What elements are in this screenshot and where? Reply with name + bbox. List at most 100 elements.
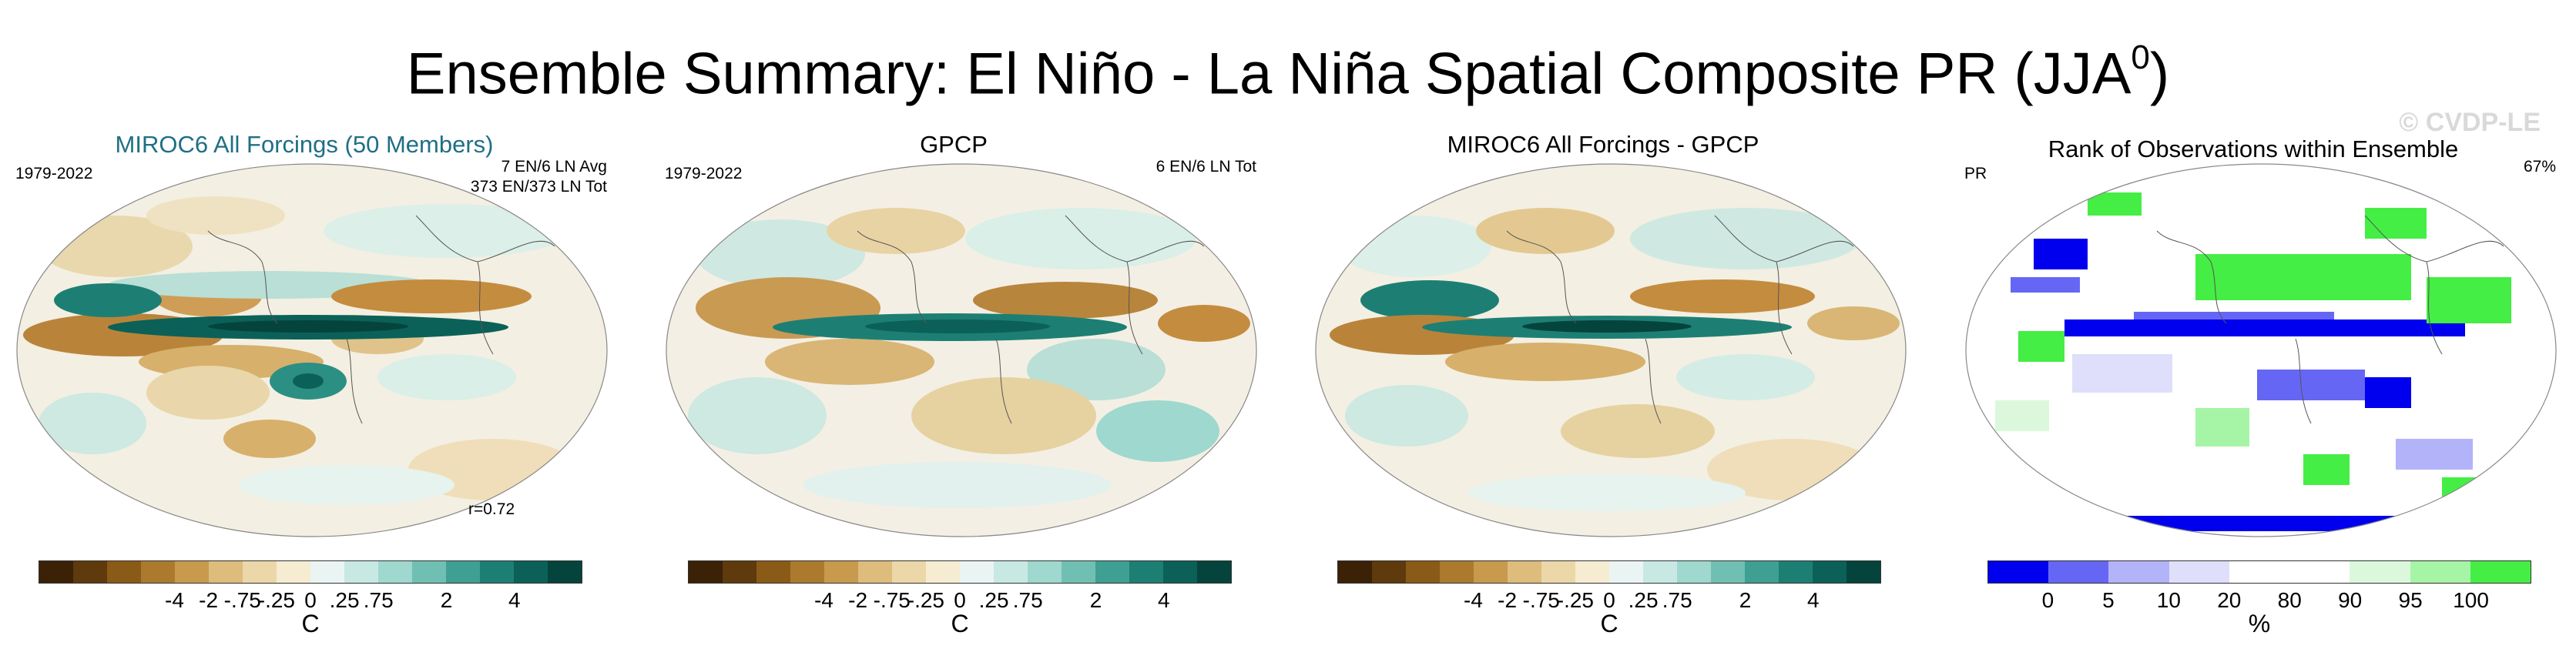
colorbar-swatch [1575,561,1609,583]
colorbar-swatch [2350,561,2410,583]
colorbar-swatch [2410,561,2470,583]
colorbar [1987,560,2531,584]
colorbar-swatch [858,561,892,583]
colorbar-tick-label: -2 [199,588,219,612]
colorbar-swatch [1508,561,1541,583]
colorbar-swatch [1129,561,1163,583]
panel-rank: Rank of Observations within Ensemble [1949,123,2558,647]
colorbar-tick-label: .25 [329,588,360,612]
colorbar-swatch [1028,561,1062,583]
colorbar-swatch [39,561,73,583]
map-rank [1965,163,2557,537]
colorbar-swatch [1197,561,1231,583]
colorbar-tick-label: 0 [2041,588,2054,612]
colorbar-swatch [1779,561,1813,583]
colorbar-tick-label: 5 [2102,588,2115,612]
colorbar-swatch [1163,561,1197,583]
colorbar-swatch [243,561,277,583]
colorbar-swatch [1541,561,1575,583]
colorbar-swatch [2048,561,2109,583]
colorbar-swatch [1745,561,1779,583]
colorbar-tick-label: -2 [848,588,868,612]
colorbar-ticks: -4 -2 -.75 -.25 0 .25.75 2 4 [1337,588,1881,616]
colorbar-swatch [1440,561,1474,583]
map-obs [666,163,1257,537]
colorbar-swatch [2289,561,2350,583]
colorbar-tick-label: .25 [1628,588,1659,612]
colorbar-swatch [2108,561,2169,583]
colorbar-tick-label: -.25 [907,588,944,612]
colorbar-tick-label: 20 [2217,588,2242,612]
avg-label: 7 EN/6 LN Avg [501,158,607,176]
colorbar-swatch [514,561,548,583]
colorbar-swatch [1988,561,2049,583]
colorbar-swatch [1372,561,1406,583]
percent-value: 67% [2523,158,2556,176]
colorbar-swatch [73,561,107,583]
colorbar-tick-label: 80 [2277,588,2302,612]
colorbar-swatch [378,561,412,583]
panel-title: Rank of Observations within Ensemble [2048,135,2459,162]
colorbar-swatch [2168,561,2229,583]
colorbar-tick-label: 10 [2156,588,2181,612]
colorbar-ticks: 0 5 10 20 80 90 95 100 [1987,588,2531,616]
colorbar-swatch [892,561,926,583]
colorbar [39,560,582,584]
colorbar-swatch [2470,561,2531,583]
colorbar-swatch [107,561,141,583]
colorbar-swatch [141,561,175,583]
colorbar-unit: C [951,610,969,637]
tot-label: 373 EN/373 LN Tot [470,178,607,196]
colorbar-swatch [175,561,209,583]
colorbar-swatch [1406,561,1440,583]
colorbar-swatch [209,561,243,583]
colorbar-tick-label: -4 [165,588,184,612]
colorbar-tick-label: .75 [1662,588,1692,612]
colorbar-tick-label: 0 [304,588,317,612]
colorbar-tick-label: -.25 [257,588,295,612]
colorbar-tick-label: .75 [363,588,394,612]
ensemble-counts: 6 EN/6 LN Tot [1156,157,1256,177]
period-label: 1979-2022 [665,165,743,182]
colorbar-tick-label: -4 [814,588,834,612]
colorbar-tick-label: -.25 [1556,588,1594,612]
colorbar-tick-label: -.75 [873,588,911,612]
colorbar-swatch [960,561,994,583]
period-label: 1979-2022 [15,165,93,182]
panel-difference: MIROC6 All Forcings - GPCP -4 -2 -.75 -.25 0… [1299,123,1907,647]
colorbar-swatch [1609,561,1643,583]
colorbar-swatch [480,561,514,583]
colorbar-swatch [1677,561,1711,583]
colorbar-swatch [1062,561,1095,583]
colorbar-tick-label: .25 [978,588,1009,612]
colorbar-swatch [344,561,378,583]
colorbar-swatch [446,561,480,583]
colorbar-ticks: -4 -2 -.75 -.25 0 .25.75 2 4 [688,588,1232,616]
panel-title: MIROC6 All Forcings (50 Members) [115,131,494,158]
colorbar [688,560,1232,584]
colorbar-tick-label: 2 [1739,588,1752,612]
panel-title: MIROC6 All Forcings - GPCP [1447,131,1759,158]
panel-model: MIROC6 All Forcings (50 Members) [0,123,609,647]
colorbar-tick-label: -.75 [223,588,261,612]
colorbar-tick-label: 0 [1603,588,1615,612]
colorbar-swatch [2229,561,2290,583]
correlation-label: r=0.72 [468,500,515,518]
colorbar-tick-label: 90 [2338,588,2363,612]
colorbar-swatch [412,561,446,583]
colorbar-swatch [689,561,723,583]
map-difference [1315,163,1907,537]
ensemble-counts: 7 EN/6 LN Avg 373 EN/373 LN Tot [471,157,607,197]
panel-obs: GPCP 1979-2022 6 EN/6 LN Tot -4 -2 -.75 -.2… [649,123,1258,647]
colorbar-swatch [1338,561,1372,583]
colorbar-swatch [994,561,1028,583]
colorbar-tick-label: 2 [440,588,453,612]
figure-title: Ensemble Summary: El Niño - La Niña Spat… [406,38,2170,107]
colorbar-swatch [1711,561,1745,583]
percent-label: 67% [2524,157,2556,177]
colorbar-tick-label: 0 [954,588,966,612]
colorbar-swatch [548,561,582,583]
colorbar-tick-label: -.75 [1522,588,1560,612]
colorbar-unit: % [2248,610,2271,637]
colorbar-swatch [756,561,790,583]
